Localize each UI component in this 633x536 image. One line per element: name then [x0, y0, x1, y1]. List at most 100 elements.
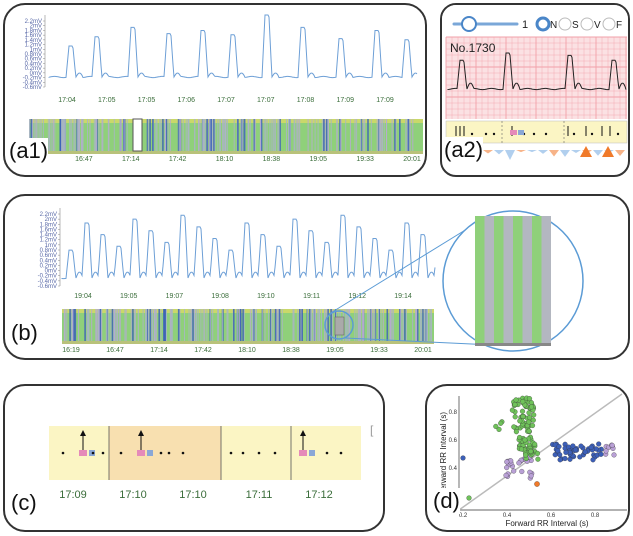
panel-a1: 2.2mV 2mV 1.8mV 1.6mV 1.4mV 1.2mV 1mV 0.8mV 0.6m… [3, 3, 427, 177]
strip-beat-mark [348, 309, 350, 341]
strip-beat-mark [252, 309, 254, 341]
strip-beat-mark [63, 309, 65, 341]
strip-beat-mark [149, 309, 152, 341]
strip-beat-mark [326, 309, 328, 341]
beat-dot [616, 132, 620, 136]
strip-beat-mark [214, 119, 216, 151]
a1-time-label: 17:09 [336, 97, 354, 104]
beat-type-radio-V[interactable] [580, 17, 594, 31]
beat-dot [159, 451, 163, 455]
beat-dot [492, 132, 496, 136]
scatter-point [517, 434, 523, 441]
slider-thumb[interactable] [461, 16, 477, 32]
strip-beat-mark [160, 119, 162, 151]
strip-beat-mark [126, 119, 128, 151]
strip-beat-mark [321, 119, 323, 151]
strip-beat-mark [356, 309, 358, 341]
strip-beat-mark [297, 309, 299, 341]
a1-time-label: 17:07 [217, 97, 235, 104]
a1-overview-strip[interactable]: 16:1916:4717:1417:4218:1018:3819:0519:33… [5, 109, 427, 177]
beat-arrow [300, 430, 306, 436]
scatter-point [529, 422, 536, 429]
zoom-source-circle[interactable] [324, 310, 354, 340]
strip-beat-mark [36, 119, 38, 151]
feature-glyph [602, 146, 614, 157]
strip-beat-mark [115, 309, 117, 341]
strip-beat-mark [412, 119, 414, 151]
strip-beat-mark [379, 119, 380, 151]
strip-beat-mark [102, 119, 104, 151]
strip-beat-mark [274, 119, 276, 151]
strip-beat-mark [149, 119, 151, 151]
strip-beat-mark [379, 119, 381, 151]
strip-beat-mark [339, 119, 341, 151]
scatter-point [503, 472, 509, 478]
strip-beat-mark [369, 309, 371, 341]
beat-dot [484, 132, 488, 136]
scatter-point [527, 415, 533, 421]
strip-beat-mark [107, 119, 109, 151]
beat-type-radio-S[interactable] [558, 17, 572, 31]
x-tick-label: 0.2 [459, 513, 468, 519]
a1-time-label: 17:05 [98, 97, 116, 104]
a1-selection-window[interactable] [132, 118, 143, 152]
strip-beat-mark [347, 309, 349, 341]
strip-beat-mark [203, 119, 205, 151]
strip-beat-mark [391, 119, 393, 151]
beat-type-radio-F[interactable] [602, 17, 616, 31]
strip-beat-mark [378, 309, 380, 341]
strip-beat-mark [100, 309, 102, 341]
panel-label-b: (b) [11, 320, 38, 346]
strip-beat-mark [386, 309, 389, 341]
strip-beat-mark [226, 309, 228, 341]
strip-beat-mark [249, 119, 251, 151]
strip-beat-mark [226, 119, 228, 151]
strip-beat-mark [194, 119, 196, 151]
strip-beat-mark [278, 119, 280, 151]
a1-time-label: 17:05 [138, 97, 156, 104]
svg-text:[: [ [370, 423, 374, 437]
strip-beat-mark [367, 119, 369, 151]
strip-beat-mark [74, 119, 76, 151]
feature-glyph [580, 146, 592, 157]
scatter-point [466, 495, 472, 501]
strip-beat-mark [123, 119, 126, 151]
beat-number: No.1730 [450, 41, 496, 55]
strip-beat-mark [407, 119, 410, 151]
strip-beat-mark [206, 119, 208, 151]
strip-beat-mark [89, 119, 91, 151]
scatter-point [535, 456, 541, 462]
strip-beat-mark [281, 309, 283, 341]
strip-beat-mark [254, 309, 256, 341]
strip-beat-mark [206, 309, 208, 341]
beat-type-radio-N[interactable] [535, 16, 551, 32]
scatter-point [611, 452, 617, 458]
strip-beat-mark [146, 119, 149, 151]
strip-beat-mark [273, 119, 275, 151]
strip-beat-mark [400, 309, 402, 341]
y-tick-label: 2.2mV [40, 212, 57, 218]
scatter-point [528, 448, 534, 454]
strip-beat-mark [274, 119, 276, 151]
strip-beat-mark [59, 119, 61, 151]
beat-marker-pink [299, 450, 307, 456]
scatter-point [532, 441, 538, 447]
strip-beat-mark [356, 119, 358, 151]
strip-beat-mark [120, 119, 122, 151]
strip-beat-mark [415, 309, 417, 341]
panel-a2: 1 N S V F No.1730 (a2) [440, 3, 630, 177]
b-strip-time-label: 18:10 [238, 347, 256, 354]
scatter-point [511, 468, 517, 474]
strip-beat-mark [137, 309, 139, 341]
a1-ecg-chart: 2.2mV2mV1.8mV1.6mV1.4mV1.2mV1mV0.8mV0.6m… [23, 14, 418, 104]
strip-beat-mark [340, 119, 342, 151]
a1-time-label: 17:06 [177, 97, 195, 104]
strip-beat-mark [399, 119, 401, 151]
strip-beat-mark [406, 309, 407, 341]
strip-beat-mark [323, 119, 325, 151]
feature-glyph [549, 150, 559, 157]
strip-beat-mark [241, 119, 243, 151]
strip-beat-mark [427, 309, 428, 341]
strip-beat-mark [349, 119, 351, 151]
strip-beat-mark [416, 309, 419, 341]
